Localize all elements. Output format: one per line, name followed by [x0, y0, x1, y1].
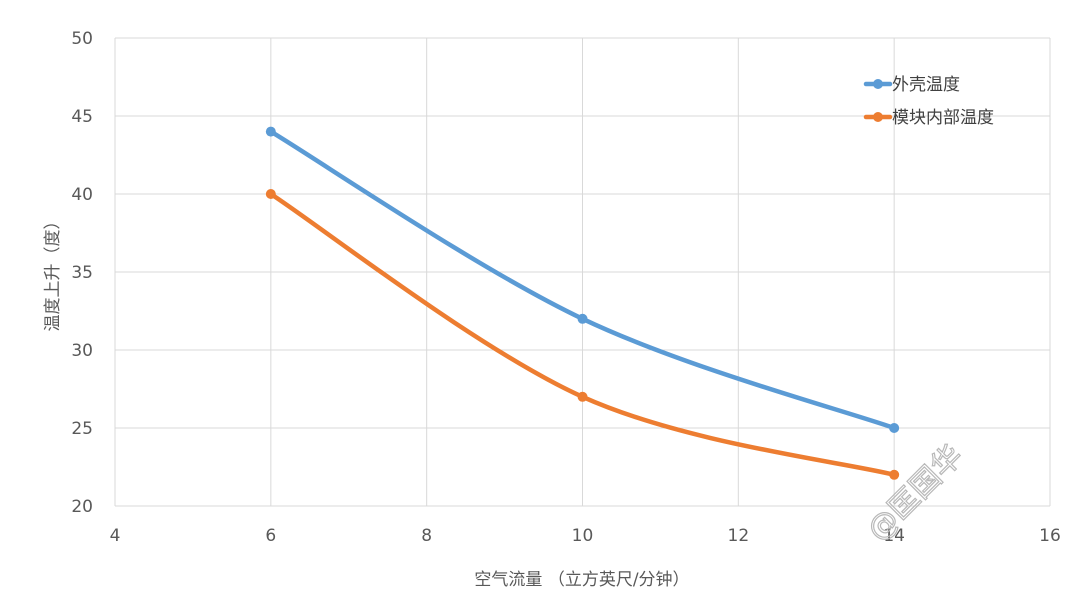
y-tick-label: 50: [71, 29, 93, 49]
watermark-text: @匡国华: [860, 438, 970, 548]
x-axis-title: 空气流量 （立方英尺/分钟）: [474, 570, 689, 590]
data-point: [577, 313, 588, 324]
x-tick-label: 12: [728, 526, 750, 546]
x-tick-label: 16: [1039, 526, 1061, 546]
data-point: [889, 423, 900, 433]
y-tick-label: 45: [71, 107, 93, 127]
gridlines: [114, 37, 1051, 507]
series-group: [265, 126, 900, 480]
y-tick-label: 25: [71, 419, 93, 439]
y-tick-label: 20: [71, 497, 93, 517]
y-tick-label: 30: [71, 341, 93, 361]
data-point: [265, 189, 276, 199]
data-point: [889, 469, 900, 480]
y-tick-label: 35: [71, 263, 93, 283]
x-tick-label: 8: [421, 526, 432, 546]
x-tick-label: 4: [110, 526, 121, 546]
x-axis-ticks: 4 6 8 10 12 14 16: [110, 526, 1061, 546]
data-point: [265, 126, 276, 137]
y-tick-label: 40: [71, 185, 93, 205]
x-tick-label: 10: [572, 526, 594, 546]
x-tick-label: 6: [265, 526, 276, 546]
y-axis-ticks: 20 25 30 35 40 45 50: [71, 29, 93, 517]
legend-label: 模块内部温度: [892, 108, 994, 128]
legend-label: 外壳温度: [892, 75, 960, 95]
data-point: [577, 391, 588, 402]
y-axis-title: 温度上升（度）: [43, 213, 63, 332]
legend-marker: [873, 79, 883, 89]
x-tick-label: 14: [883, 526, 905, 546]
legend-marker: [873, 112, 883, 122]
